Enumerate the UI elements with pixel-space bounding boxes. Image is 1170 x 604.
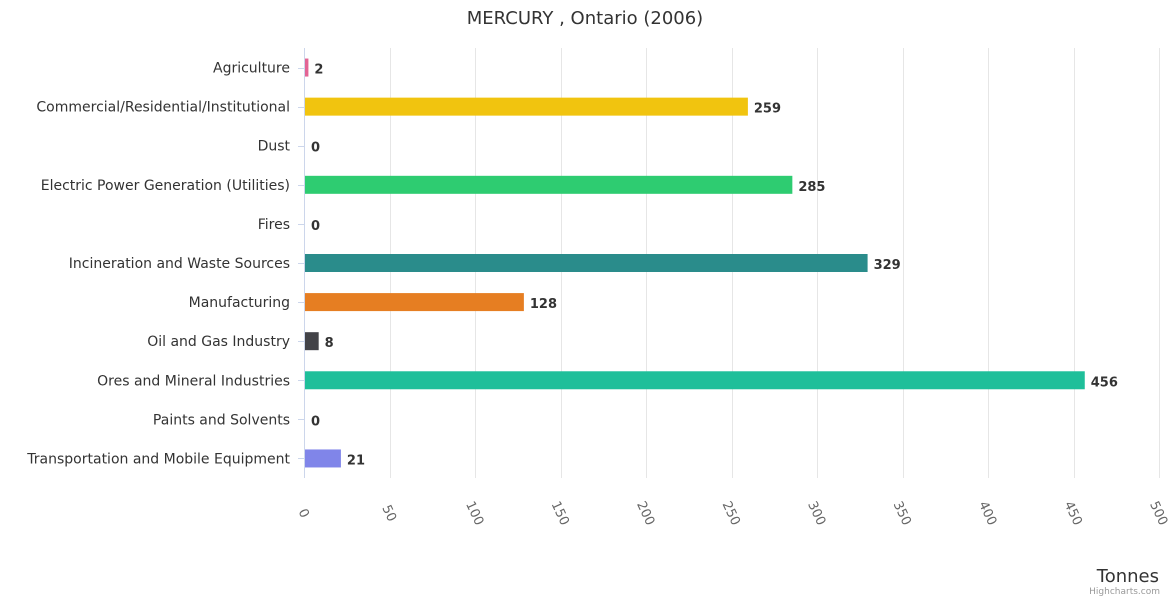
x-tick-label: 500 <box>1146 499 1170 528</box>
category-label: Electric Power Generation (Utilities) <box>41 178 290 194</box>
x-tick-label: 150 <box>548 499 572 528</box>
data-labels: 2 259 0 285 0 329 128 8 456 0 21 <box>311 63 1118 469</box>
category-label: Incineration and Waste Sources <box>69 256 290 272</box>
data-label: 329 <box>874 258 901 273</box>
bar-manufacturing[interactable] <box>305 293 524 312</box>
category-label: Dust <box>258 139 291 155</box>
data-label: 285 <box>798 180 825 195</box>
category-label: Transportation and Mobile Equipment <box>26 451 290 467</box>
category-label: Oil and Gas Industry <box>147 334 290 350</box>
category-label: Agriculture <box>213 61 290 77</box>
data-label: 0 <box>311 141 320 156</box>
x-tick-label: 350 <box>890 499 914 528</box>
x-tick-label: 100 <box>462 499 486 528</box>
bars <box>305 58 1085 468</box>
bar-transportation-and-mobile-equipment[interactable] <box>305 449 341 468</box>
bar-agriculture[interactable] <box>305 58 309 77</box>
category-label: Commercial/Residential/Institutional <box>36 100 290 116</box>
x-tick-label: 0 <box>295 507 312 521</box>
data-label: 0 <box>311 414 320 429</box>
bar-ores-and-mineral-industries[interactable] <box>305 371 1085 390</box>
x-tick-label: 300 <box>804 499 828 528</box>
data-label: 0 <box>311 219 320 234</box>
value-axis: 0 50 100 150 200 250 300 350 400 450 500 <box>295 499 1170 528</box>
x-tick-label: 250 <box>719 499 743 528</box>
data-label: 8 <box>325 336 334 351</box>
data-label: 259 <box>754 102 781 117</box>
bar-oil-and-gas-industry[interactable] <box>305 332 319 351</box>
category-label: Ores and Mineral Industries <box>97 373 290 389</box>
category-label: Paints and Solvents <box>153 412 290 428</box>
data-label: 128 <box>530 297 557 312</box>
category-axis: Agriculture Commercial/Residential/Instit… <box>26 48 305 478</box>
data-label: 2 <box>314 63 323 78</box>
chart-title: MERCURY , Ontario (2006) <box>467 8 703 29</box>
x-tick-label: 450 <box>1061 499 1085 528</box>
x-axis-title: Tonnes <box>1096 566 1159 587</box>
x-tick-label: 50 <box>378 503 399 524</box>
category-label: Fires <box>258 217 290 233</box>
bar-electric-power-generation-utilities-[interactable] <box>305 175 793 194</box>
bar-commercial-residential-institutional[interactable] <box>305 97 748 116</box>
x-tick-label: 400 <box>975 499 999 528</box>
category-label: Manufacturing <box>189 295 290 311</box>
bar-incineration-and-waste-sources[interactable] <box>305 254 868 272</box>
data-label: 21 <box>347 453 365 468</box>
data-label: 456 <box>1091 375 1118 390</box>
x-tick-label: 200 <box>633 499 657 528</box>
credits-link[interactable]: Highcharts.com <box>1089 587 1160 597</box>
